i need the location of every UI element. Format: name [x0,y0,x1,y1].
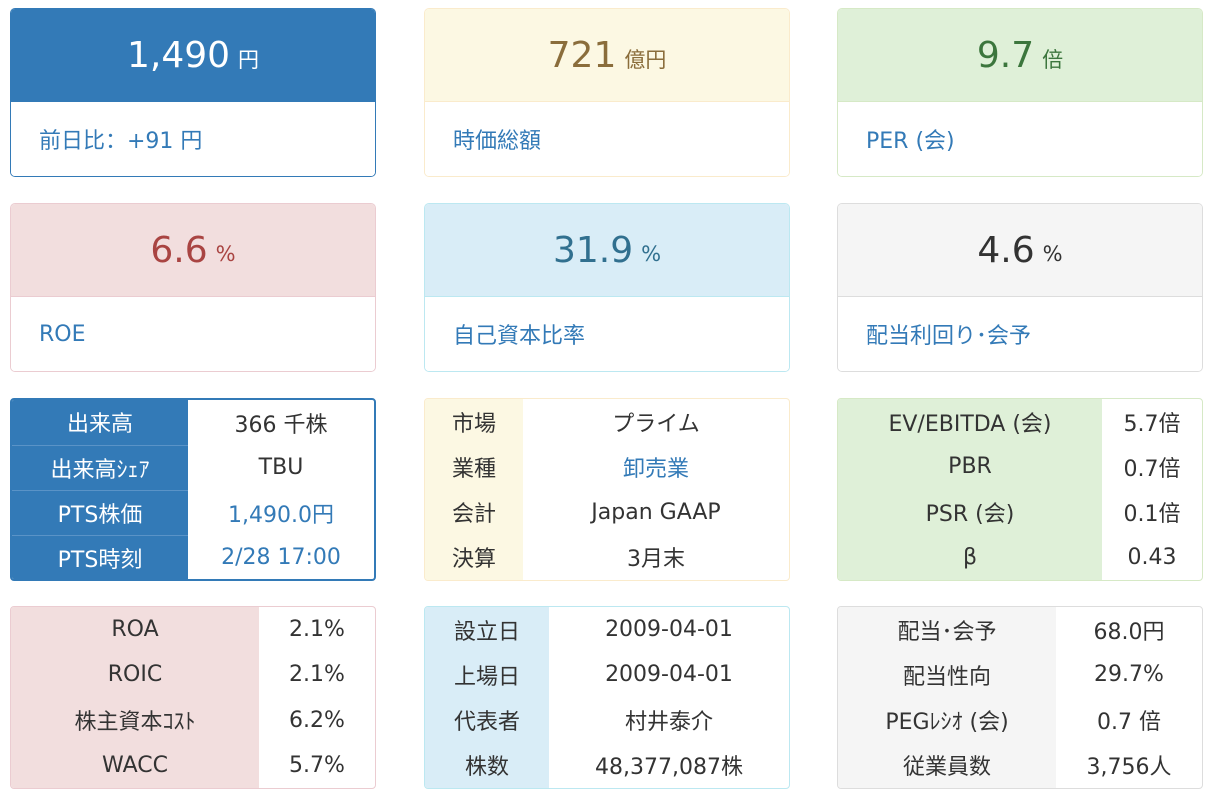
representative-key: 代表者 [425,697,549,743]
pts-price-link[interactable]: 1,490.0円 [228,502,334,528]
table-row: PBR 0.7倍 [838,444,1202,490]
equity-ratio-label[interactable]: 自己資本比率 [425,297,789,371]
price-change-label: 前日比：+91 円 [11,102,375,176]
table-row: 代表者 村井泰介 [425,697,789,743]
dividend-forecast-key: 配当･会予 [838,607,1056,653]
table-row: 従業員数 3,756人 [838,742,1202,788]
company-table: 設立日 2009-04-01 上場日 2009-04-01 代表者 村井泰介 株… [424,606,790,789]
peg-ratio-value: 0.7 倍 [1097,710,1161,736]
table-row: 配当性向 29.7% [838,652,1202,698]
founded-value: 2009-04-01 [605,617,733,643]
industry-link[interactable]: 卸売業 [622,456,689,482]
table-row: 出来高 366 千株 [12,400,374,446]
accounting-value: Japan GAAP [591,499,721,525]
payout-ratio-value: 29.7% [1094,662,1164,688]
payout-ratio-key: 配当性向 [838,652,1056,698]
table-row: 株数 48,377,087株 [425,742,789,788]
market-key: 市場 [425,399,523,445]
wacc-value: 5.7% [289,752,345,778]
table-row: PEGﾚｼｵ (会) 0.7 倍 [838,697,1202,743]
listed-key: 上場日 [425,652,549,698]
cost-of-equity-key: 株主資本ｺｽﾄ [11,697,259,743]
per-value: 9.7 倍 [838,9,1202,102]
wacc-key: WACC [11,742,259,788]
pbr-value: 0.7倍 [1123,456,1181,482]
table-row: EV/EBITDA (会) 5.7倍 [838,399,1202,445]
pts-price-key: PTS株価 [12,490,188,536]
dividend-yield-label[interactable]: 配当利回り･会予 [838,297,1202,371]
valuation-table: EV/EBITDA (会) 5.7倍 PBR 0.7倍 PSR (会) 0.1倍… [837,398,1203,581]
returns-table: ROA 2.1% ROIC 2.1% 株主資本ｺｽﾄ 6.2% WACC 5.7… [10,606,376,789]
roa-value: 2.1% [289,617,345,643]
volume-value: 366 千株 [234,412,328,438]
fiscal-value: 3月末 [627,547,685,573]
table-row: 決算 3月末 [425,534,789,580]
roic-value: 2.1% [289,662,345,688]
table-row: 業種 卸売業 [425,444,789,490]
peg-ratio-key: PEGﾚｼｵ (会) [838,697,1056,743]
dividend-yield-value: 4.6% [838,204,1202,297]
ev-ebitda-key: EV/EBITDA (会) [838,399,1102,445]
table-row: 上場日 2009-04-01 [425,652,789,698]
listed-value: 2009-04-01 [605,662,733,688]
employees-value: 3,756人 [1086,755,1172,781]
representative-value: 村井泰介 [624,710,713,736]
table-row: β 0.43 [838,534,1202,580]
dividend-table: 配当･会予 68.0円 配当性向 29.7% PEGﾚｼｵ (会) 0.7 倍 … [837,606,1203,789]
table-row: PTS時刻 2/28 17:00 [12,535,374,579]
shares-value: 48,377,087株 [595,755,743,781]
table-row: ROA 2.1% [11,607,375,653]
profile-table: 市場 プライム 業種 卸売業 会計 Japan GAAP 決算 3月末 [424,398,790,581]
dividend-forecast-value: 68.0円 [1093,619,1165,645]
roe-value: 6.6% [11,204,375,297]
cost-of-equity-value: 6.2% [289,707,345,733]
volume-share-key: 出来高ｼｪｱ [12,445,188,491]
beta-key: β [838,534,1102,580]
volume-key: 出来高 [12,400,188,446]
accounting-key: 会計 [425,489,523,535]
per-label[interactable]: PER (会) [838,102,1202,176]
shares-key: 株数 [425,742,549,788]
stock-price-card: 1,490 円 前日比：+91 円 [10,8,376,177]
dividend-yield-card: 4.6% 配当利回り･会予 [837,203,1203,372]
market-cap-label[interactable]: 時価総額 [425,102,789,176]
ev-ebitda-value: 5.7倍 [1123,411,1181,437]
volume-share-value: TBU [258,455,304,480]
roa-key: ROA [11,607,259,653]
table-row: WACC 5.7% [11,742,375,788]
table-row: 市場 プライム [425,399,789,445]
pts-time-key: PTS時刻 [12,535,188,579]
table-row: PSR (会) 0.1倍 [838,489,1202,535]
psr-value: 0.1倍 [1123,502,1181,528]
market-cap-value: 721 億円 [425,9,789,102]
table-row: 出来高ｼｪｱ TBU [12,445,374,491]
table-row: 設立日 2009-04-01 [425,607,789,653]
market-cap-card: 721 億円 時価総額 [424,8,790,177]
pbr-key: PBR [838,444,1102,490]
market-value: プライム [612,411,700,437]
stock-price-value: 1,490 円 [11,9,375,102]
table-row: 会計 Japan GAAP [425,489,789,535]
table-row: 株主資本ｺｽﾄ 6.2% [11,697,375,743]
fiscal-key: 決算 [425,534,523,580]
table-row: PTS株価 1,490.0円 [12,490,374,536]
pts-time-link[interactable]: 2/28 17:00 [221,545,341,570]
table-row: ROIC 2.1% [11,652,375,698]
per-card: 9.7 倍 PER (会) [837,8,1203,177]
employees-key: 従業員数 [838,742,1056,788]
beta-value: 0.43 [1127,544,1177,570]
psr-key: PSR (会) [838,489,1102,535]
roe-card: 6.6% ROE [10,203,376,372]
table-row: 配当･会予 68.0円 [838,607,1202,653]
roe-label[interactable]: ROE [11,297,375,371]
equity-ratio-card: 31.9% 自己資本比率 [424,203,790,372]
trading-table: 出来高 366 千株 出来高ｼｪｱ TBU PTS株価 1,490.0円 PTS… [10,398,376,581]
roic-key: ROIC [11,652,259,698]
industry-key: 業種 [425,444,523,490]
founded-key: 設立日 [425,607,549,653]
equity-ratio-value: 31.9% [425,204,789,297]
